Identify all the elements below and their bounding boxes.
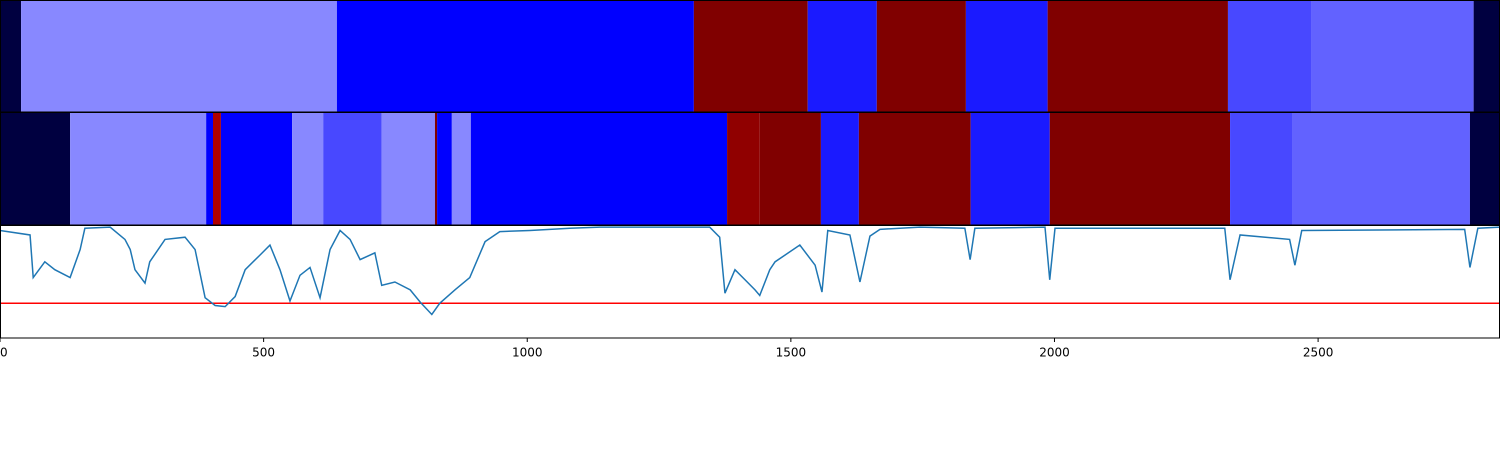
segment [21, 1, 337, 112]
segment [807, 1, 877, 112]
segment [0, 113, 71, 225]
segment [323, 113, 382, 225]
segment [0, 1, 22, 112]
segment [1049, 113, 1231, 225]
segment [1292, 113, 1470, 225]
segment [858, 113, 971, 225]
segment [965, 1, 1048, 112]
segment [451, 113, 471, 225]
x-tick-label: 500 [252, 346, 275, 360]
segment [876, 1, 966, 112]
segment [70, 113, 207, 225]
x-tick-label: 2000 [1039, 346, 1070, 360]
x-tick-label: 2500 [1303, 346, 1334, 360]
segment [1047, 1, 1228, 112]
segment [434, 113, 438, 225]
segment [1469, 113, 1500, 225]
segment [213, 113, 221, 225]
segment [206, 113, 214, 225]
segment [336, 1, 694, 112]
segment [292, 113, 324, 225]
segment [220, 113, 293, 225]
segment [970, 113, 1050, 225]
segment [470, 113, 728, 225]
x-tick-label: 1000 [512, 346, 543, 360]
segment [820, 113, 859, 225]
segment [381, 113, 435, 225]
x-tick-label: 0 [0, 346, 8, 360]
segment [1230, 113, 1293, 225]
x-tick-label: 1500 [776, 346, 807, 360]
segment [759, 113, 821, 225]
segment [727, 113, 760, 225]
segment [1227, 1, 1312, 112]
segment [1311, 1, 1474, 112]
line-series [0, 226, 1500, 316]
segment [437, 113, 452, 225]
segment [693, 1, 808, 112]
plot-frame [0, 225, 1500, 339]
segment [1473, 1, 1500, 112]
